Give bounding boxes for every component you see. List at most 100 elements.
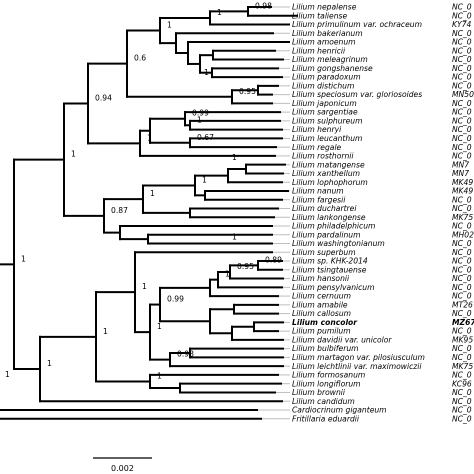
accession-label: MK75 <box>452 213 473 222</box>
support-value: 1 <box>225 270 230 279</box>
accession-label: NC_0 <box>452 248 472 257</box>
accession-label: MZ67 <box>452 318 474 327</box>
accession-label: NC_0 <box>452 239 472 248</box>
support-value: 1 <box>150 189 155 198</box>
support-value: 0.99 <box>167 295 184 304</box>
accession-label: NC_0 <box>452 353 472 362</box>
taxon-label: Lilium amabile <box>292 300 348 309</box>
support-value: 1 <box>5 370 10 379</box>
taxon-label: Lilium rosthornii <box>292 152 354 161</box>
accession-label: NC_0 <box>452 125 472 134</box>
taxon-label: Lilium concolor <box>292 318 358 327</box>
accession-label: MN7 <box>452 160 469 169</box>
taxon-label: Lilium sulphureum <box>292 116 363 125</box>
taxon-label: Lilium duchartrei <box>292 204 357 213</box>
support-value: 0.98 <box>177 350 194 359</box>
support-value: 0.99 <box>192 109 209 118</box>
taxon-label: Lilium callosum <box>292 309 351 318</box>
accession-label: NC_0 <box>452 327 472 336</box>
accession-label: NC_0 <box>452 73 472 82</box>
taxon-label: Lilium amoenum <box>292 38 356 47</box>
taxon-label: Lilium tsingtauense <box>292 265 367 274</box>
accession-label: NC_0 <box>452 143 472 152</box>
taxon-label: Lilium leucanthum <box>292 134 362 143</box>
taxon-label: Lilium philadelphicum <box>292 222 375 231</box>
taxon-label: Lilium gongshanense <box>292 64 373 73</box>
accession-label: NC_0 <box>452 265 472 274</box>
taxon-label: Lilium fargesii <box>292 195 346 204</box>
support-value: 1 <box>157 371 162 380</box>
taxon-label: Lilium sargentiae <box>292 108 358 117</box>
accession-label: NC_0 <box>452 11 472 20</box>
accession-label: NC_0 <box>452 116 472 125</box>
taxon-labels: Lilium nepalense NC_0 Lilium taliense NC_0 L… <box>292 3 474 424</box>
support-value: 1 <box>142 282 147 291</box>
taxon-label: Lilium nanum <box>292 187 344 196</box>
accession-label: NC_0 <box>452 204 472 213</box>
accession-label: MN50 <box>452 90 474 99</box>
support-value: 1 <box>147 133 152 142</box>
accession-label: NC_0 <box>452 257 472 266</box>
support-value: 0.87 <box>111 206 128 215</box>
accession-label: MH02 <box>452 230 474 239</box>
taxon-label: Lilium taliense <box>292 11 347 20</box>
support-value: 0.6 <box>134 54 146 63</box>
scale-bar: 0.002 <box>93 457 152 473</box>
taxon-label: Lilium distichum <box>292 81 354 90</box>
accession-label: NC_0 <box>452 81 472 90</box>
support-value: 0.95 <box>239 87 256 96</box>
tree-branches <box>0 6 298 420</box>
taxon-label: Lilium speciosum var. gloriosoides <box>292 90 422 99</box>
taxon-label: Lilium cernuum <box>292 292 351 301</box>
support-value: 1 <box>217 8 222 17</box>
accession-label: MT26 <box>452 300 473 309</box>
support-values: 0.98110.950.610.990.6710.94110.8710.890.… <box>5 1 282 380</box>
taxon-label: Lilium lophophorum <box>292 178 368 187</box>
taxon-label: Lilium candidum <box>292 397 355 406</box>
scale-bar-label: 0.002 <box>111 464 134 473</box>
support-value: 1 <box>103 327 108 336</box>
support-value: 1 <box>197 115 202 124</box>
accession-label: MK95 <box>452 335 473 344</box>
taxon-label: Lilium sp. KHK-2014 <box>292 257 368 266</box>
accession-label: NC_0 <box>452 344 472 353</box>
accession-label: NC_0 <box>452 46 472 55</box>
taxon-label: Cardiocrinum giganteum <box>292 406 387 415</box>
support-value: 1 <box>71 150 76 159</box>
taxon-label: Fritillaria eduardii <box>292 414 360 423</box>
taxon-label: Lilium henricii <box>292 46 346 55</box>
taxon-label: Lilium lankongense <box>292 213 366 222</box>
accession-label: MK49 <box>452 178 473 187</box>
taxon-label: Lilium bulbiferum <box>292 344 359 353</box>
accession-label: MK75 <box>452 362 473 371</box>
support-value: 1 <box>21 254 26 263</box>
accession-label: NC_0 <box>452 29 472 38</box>
support-value: 1 <box>167 21 172 30</box>
accession-label: NC_0 <box>452 134 472 143</box>
support-value: 0.89 <box>265 255 282 264</box>
accession-label: NC_0 <box>452 414 472 423</box>
taxon-label: Lilium longiflorum <box>292 379 361 388</box>
accession-label: NC_0 <box>452 274 472 283</box>
support-value: 0.98 <box>255 1 272 10</box>
support-value: 0.95 <box>237 262 254 271</box>
taxon-label: Lilium paradoxum <box>292 73 361 82</box>
taxon-label: Lilium leichtlinii var. maximowiczii <box>292 362 422 371</box>
support-value: 1 <box>204 68 209 77</box>
taxon-label: Lilium davidii var. unicolor <box>292 335 392 344</box>
support-value: 0.67 <box>197 133 214 142</box>
taxon-label: Lilium meleagrinum <box>292 55 368 64</box>
accession-label: NC_0 <box>452 195 472 204</box>
accession-label: NC_0 <box>452 388 472 397</box>
taxon-label: Lilium washingtonianum <box>292 239 385 248</box>
accession-label: NC_0 <box>452 406 472 415</box>
taxon-label: Lilium matangense <box>292 160 365 169</box>
taxon-label: Lilium brownii <box>292 388 346 397</box>
support-value: 1 <box>47 359 52 368</box>
taxon-label: Lilium hansonii <box>292 274 350 283</box>
taxon-label: Lilium japonicum <box>292 99 357 108</box>
accession-label: MN7 <box>452 169 469 178</box>
accession-label: KC96 <box>452 379 472 388</box>
support-value: 1 <box>202 175 207 184</box>
